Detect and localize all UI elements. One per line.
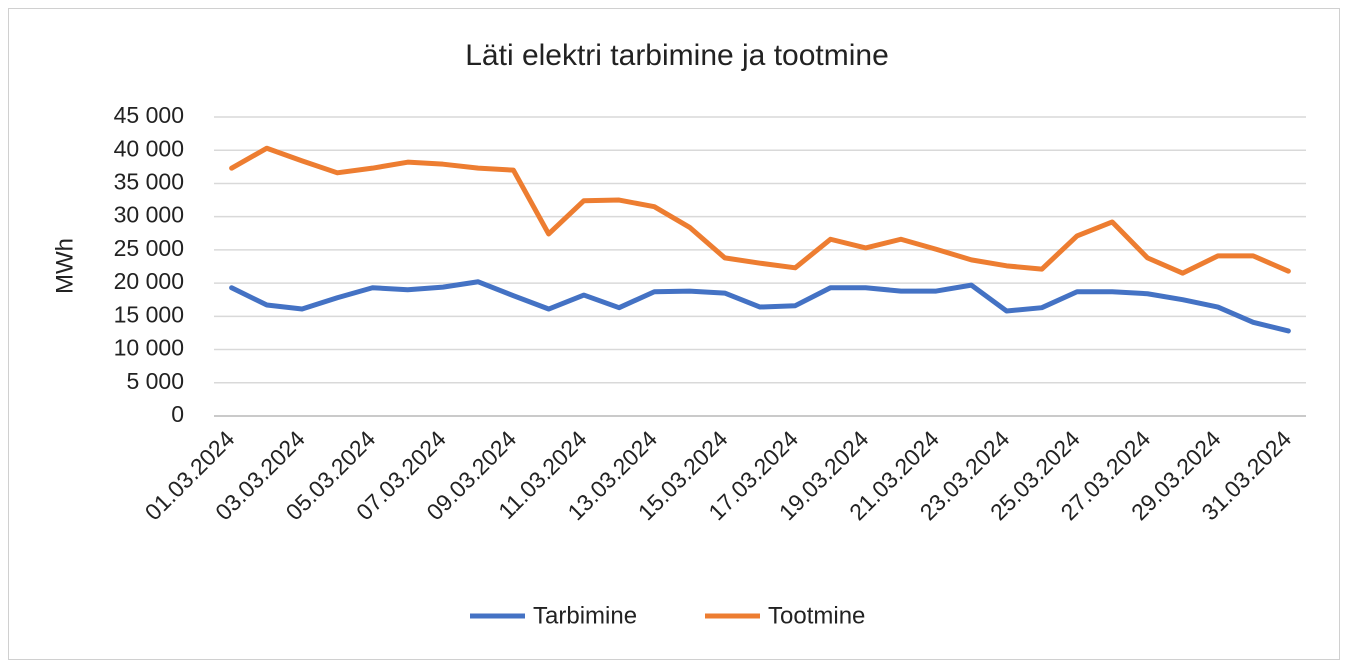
data-line xyxy=(229,145,1291,276)
y-tick-label: 10 000 xyxy=(114,335,184,361)
legend-label: Tootmine xyxy=(768,602,865,629)
y-tick-label: 40 000 xyxy=(114,135,184,161)
y-tick-label: 25 000 xyxy=(114,235,184,261)
y-tick-label: 30 000 xyxy=(114,202,184,228)
chart-frame xyxy=(8,8,1340,660)
chart-title: Läti elektri tarbimine ja tootmine xyxy=(465,39,889,72)
y-tick-label: 45 000 xyxy=(114,102,184,128)
y-axis-title: MWh xyxy=(51,238,78,294)
y-tick-label: 0 xyxy=(171,401,184,427)
y-tick-label: 20 000 xyxy=(114,268,184,294)
legend-label: Tarbimine xyxy=(533,602,637,629)
data-line xyxy=(229,279,1291,334)
y-tick-label: 35 000 xyxy=(114,169,184,195)
y-tick-label: 5 000 xyxy=(126,368,184,394)
y-tick-label: 15 000 xyxy=(114,301,184,327)
